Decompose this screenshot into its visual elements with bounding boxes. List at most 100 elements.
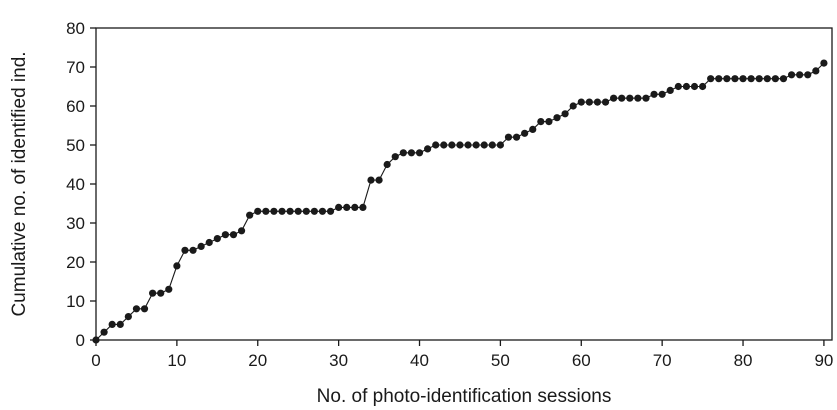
data-point: [804, 71, 812, 79]
y-tick-label: 30: [66, 214, 85, 233]
data-point: [690, 82, 699, 91]
x-axis-title: No. of photo-identification sessions: [317, 386, 612, 407]
data-point: [173, 262, 181, 270]
data-point: [488, 141, 496, 149]
data-point: [747, 75, 755, 83]
data-point: [448, 141, 456, 149]
data-point: [529, 125, 537, 133]
data-point: [658, 90, 666, 98]
data-point: [593, 98, 602, 106]
data-point: [270, 207, 278, 215]
y-tick-label: 40: [66, 175, 85, 194]
data-point: [674, 82, 682, 91]
data-point: [415, 149, 424, 157]
y-axis-title: Cumulative no. of identified ind.: [9, 51, 30, 316]
x-tick-label: 40: [410, 351, 429, 370]
data-point: [229, 231, 238, 239]
data-point: [197, 242, 205, 250]
data-point: [731, 75, 739, 83]
data-point: [302, 207, 310, 215]
data-point: [318, 207, 327, 215]
data-point: [771, 75, 779, 83]
y-tick-label: 10: [66, 292, 85, 311]
y-axis: 0 10 20 30 40 50 60 70 80: [66, 19, 96, 350]
data-point: [715, 75, 723, 83]
data-point: [618, 94, 626, 102]
data-point: [634, 94, 642, 102]
y-tick-label: 0: [76, 331, 85, 350]
data-point: [407, 149, 416, 157]
data-point: [221, 231, 230, 239]
data-point: [440, 141, 448, 149]
data-point: [383, 160, 391, 169]
y-tick-label: 50: [66, 136, 85, 155]
x-tick-label: 30: [329, 351, 348, 370]
data-point: [666, 86, 674, 94]
data-point: [424, 145, 432, 153]
data-point: [254, 207, 262, 215]
data-point: [375, 176, 383, 184]
data-point: [610, 94, 618, 102]
x-tick-label: 80: [734, 351, 753, 370]
x-tick-label: 90: [814, 351, 833, 370]
series-line: [95, 62, 825, 341]
data-point: [92, 336, 100, 344]
data-point: [456, 141, 464, 149]
data-point: [310, 207, 318, 215]
y-tick-label: 70: [66, 58, 85, 77]
data-point: [545, 118, 553, 126]
data-point: [157, 289, 165, 297]
x-tick-label: 20: [248, 351, 267, 370]
data-point: [779, 75, 788, 83]
data-point: [682, 82, 691, 91]
data-point: [116, 320, 124, 328]
data-point: [512, 133, 521, 141]
data-point: [132, 305, 141, 313]
data-point: [108, 320, 116, 328]
data-point: [739, 75, 747, 83]
data-point: [763, 75, 771, 83]
data-point: [585, 98, 593, 106]
data-point: [569, 102, 577, 110]
data-point: [262, 207, 270, 215]
data-point: [286, 207, 294, 215]
data-point: [650, 90, 658, 98]
data-point: [707, 75, 715, 83]
data-point: [432, 141, 440, 149]
data-point: [820, 59, 828, 67]
data-point: [181, 246, 189, 254]
y-tick-label: 80: [66, 19, 85, 38]
data-point: [812, 67, 820, 75]
data-point: [723, 75, 731, 83]
data-point: [399, 149, 407, 157]
x-axis: 0 10 20 30 40 50 60 70 80 90: [91, 340, 833, 370]
data-point: [237, 227, 246, 235]
data-points: [92, 59, 828, 344]
y-tick-label: 60: [66, 97, 85, 116]
data-point: [335, 203, 343, 211]
x-tick-label: 60: [572, 351, 591, 370]
y-tick-label: 20: [66, 253, 85, 272]
data-point: [391, 153, 399, 161]
plot-frame: [95, 27, 833, 341]
data-point: [480, 141, 488, 149]
data-point: [359, 203, 367, 211]
data-point: [140, 305, 149, 313]
data-point: [553, 114, 561, 122]
data-point: [343, 203, 351, 211]
data-point: [796, 71, 804, 79]
data-point: [367, 176, 375, 184]
data-point: [521, 129, 529, 137]
x-tick-label: 0: [91, 351, 100, 370]
data-point: [294, 207, 302, 215]
data-point: [149, 289, 157, 297]
data-point: [642, 94, 650, 102]
data-point: [577, 98, 585, 106]
data-point: [213, 235, 221, 243]
data-point: [205, 238, 213, 247]
data-point: [246, 211, 254, 219]
data-point: [100, 328, 108, 336]
data-point: [537, 118, 545, 126]
data-point: [755, 75, 763, 83]
